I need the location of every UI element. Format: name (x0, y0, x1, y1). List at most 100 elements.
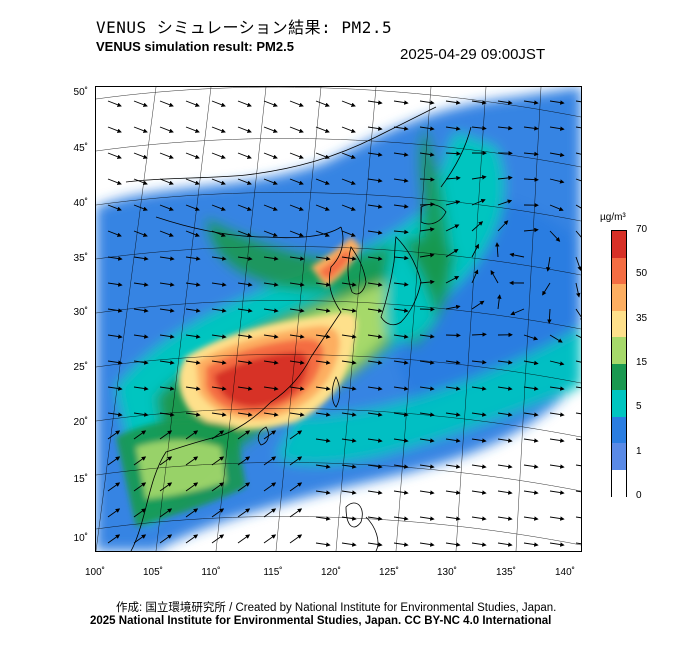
wind-vector (211, 126, 226, 133)
wind-vector (237, 508, 251, 518)
lon-label: 100˚ (84, 567, 105, 578)
wind-vector (549, 334, 563, 343)
wind-vector (263, 482, 277, 492)
wind-vector (211, 456, 225, 466)
wind-vector (471, 542, 487, 547)
wind-vector (445, 412, 461, 417)
colorbar-segment (612, 390, 626, 418)
wind-vector (211, 230, 226, 237)
wind-vector (159, 360, 175, 365)
wind-vector (133, 178, 148, 185)
wind-vector (315, 334, 331, 339)
wind-vector (185, 430, 199, 440)
wind-vector (133, 256, 149, 261)
wind-vector (211, 152, 226, 159)
lat-label: 20˚ (73, 417, 88, 428)
wind-vector (549, 516, 565, 521)
wind-vector (445, 224, 460, 232)
wind-vector (133, 386, 149, 391)
page-title-en: VENUS simulation result: PM2.5 (96, 39, 294, 54)
wind-vector (419, 202, 435, 207)
wind-vector (419, 152, 435, 157)
wind-vector (471, 359, 487, 365)
wind-vector (211, 360, 227, 365)
wind-vector (419, 386, 435, 391)
wind-vector (185, 100, 200, 107)
wind-vector (419, 334, 435, 339)
wind-vector (315, 360, 331, 365)
wind-vector (471, 269, 479, 284)
wind-vector (549, 152, 565, 158)
wind-vector (341, 204, 356, 211)
wind-vector (471, 300, 485, 310)
wind-vector (289, 430, 303, 440)
wind-vector (211, 100, 226, 107)
wind-vector (419, 177, 435, 182)
wind-vector (133, 482, 147, 492)
colorbar-segment (612, 416, 626, 444)
wind-vector (393, 282, 409, 287)
wind-vector (107, 230, 122, 237)
wind-vector (497, 175, 513, 181)
colorbar-segment (612, 363, 626, 391)
wind-vector (185, 360, 201, 365)
wind-vector (107, 204, 122, 211)
wind-vector (523, 126, 539, 131)
wind-vector (419, 464, 435, 469)
colorbar-label: 1 (636, 446, 642, 457)
wind-vector-layer (107, 100, 581, 547)
wind-vector (185, 256, 201, 261)
wind-vector (367, 100, 383, 105)
wind-vector (393, 255, 409, 261)
wind-vector (549, 360, 565, 366)
wind-vector (263, 100, 278, 107)
wind-vector (133, 412, 149, 417)
wind-vector (237, 230, 252, 237)
wind-vector (542, 282, 551, 296)
wind-vector (289, 360, 305, 365)
wind-vector (263, 334, 279, 339)
wind-vector (185, 308, 201, 313)
wind-vector (575, 542, 581, 545)
wind-vector (185, 230, 200, 237)
wind-vector (315, 230, 330, 237)
wind-vector (367, 464, 383, 469)
wind-vector (315, 308, 331, 313)
wind-vector (367, 282, 383, 287)
wind-vector (289, 100, 304, 107)
wind-vector (107, 152, 122, 159)
wind-vector (393, 204, 409, 209)
wind-vector (393, 386, 409, 391)
wind-vector (289, 230, 304, 237)
lat-label: 35˚ (73, 253, 88, 264)
wind-vector (575, 126, 581, 129)
wind-vector (497, 100, 513, 105)
lat-label: 15˚ (73, 474, 88, 485)
wind-vector (289, 456, 303, 466)
wind-vector (107, 256, 123, 261)
wind-vector (315, 438, 331, 443)
wind-vector (445, 516, 461, 521)
wind-vector (185, 334, 201, 339)
wind-vector (315, 204, 330, 211)
wind-vector (367, 334, 383, 339)
wind-vector (445, 100, 461, 105)
wind-vector (523, 334, 539, 341)
wind-vector (211, 282, 227, 287)
wind-vector (211, 412, 227, 417)
wind-vector (445, 200, 461, 206)
wind-vector (445, 464, 461, 469)
wind-vector (263, 508, 277, 518)
wind-vector (341, 282, 357, 287)
wind-vector (159, 178, 174, 185)
wind-vector (159, 204, 174, 211)
wind-vector (367, 360, 383, 365)
wind-vector (419, 412, 435, 417)
wind-vector (393, 334, 409, 339)
wind-vector (419, 438, 435, 443)
wind-vector (185, 204, 200, 211)
wind-vector (549, 126, 565, 131)
wind-vector (159, 256, 175, 261)
wind-vector (263, 456, 277, 466)
wind-vector (497, 386, 513, 391)
